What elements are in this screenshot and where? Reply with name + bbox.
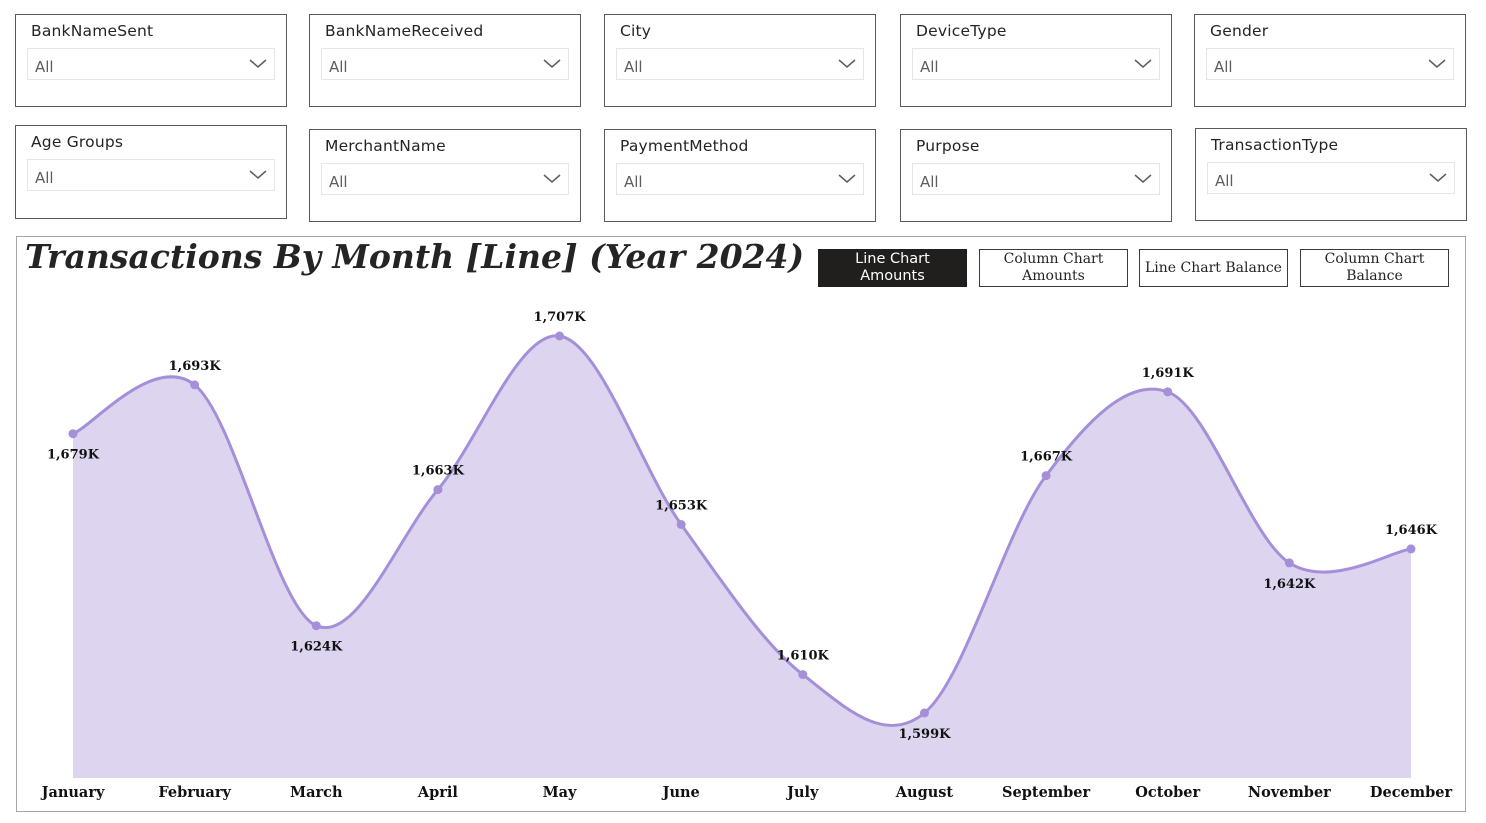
gender-dropdown[interactable]: All: [1206, 48, 1454, 80]
data-label-june: 1,653K: [655, 499, 708, 514]
dropdown-value: All: [1214, 58, 1233, 76]
slicer-merchant-name: MerchantName All: [309, 129, 581, 222]
bank-name-sent-dropdown[interactable]: All: [27, 48, 275, 80]
line-chart: 1,679K January 1,693K February 1,624K March 1,…: [40, 310, 1453, 801]
slicer-payment-method: PaymentMethod All: [604, 129, 876, 222]
line-chart-amounts-button[interactable]: Line Chart Amounts: [818, 249, 967, 287]
dropdown-value: All: [920, 58, 939, 76]
x-tick-label-june: June: [661, 784, 700, 801]
slicer-title: Gender: [1210, 22, 1269, 40]
data-point-february[interactable]: [190, 380, 200, 390]
slicer-purpose: Purpose All: [900, 129, 1172, 222]
dropdown-value: All: [35, 169, 54, 187]
chevron-down-icon: [249, 170, 267, 179]
data-label-july: 1,610K: [777, 649, 830, 664]
slicer-city: City All: [604, 14, 876, 107]
data-point-october[interactable]: [1163, 387, 1173, 397]
x-tick-label-september: September: [1002, 784, 1090, 801]
x-tick-label-february: February: [158, 784, 231, 801]
x-tick-label-october: October: [1135, 784, 1200, 801]
dropdown-value: All: [329, 58, 348, 76]
dropdown-value: All: [1215, 172, 1234, 190]
device-type-dropdown[interactable]: All: [912, 48, 1160, 80]
data-label-august: 1,599K: [898, 727, 951, 742]
x-tick-label-may: May: [543, 784, 577, 801]
slicer-transaction-type: TransactionType All: [1195, 128, 1467, 221]
age-groups-dropdown[interactable]: All: [27, 159, 275, 191]
chevron-down-icon: [543, 174, 561, 183]
data-label-november: 1,642K: [1263, 577, 1316, 592]
column-chart-balance-button[interactable]: Column Chart Balance: [1300, 249, 1449, 287]
slicer-title: Age Groups: [31, 133, 124, 151]
x-tick-label-december: December: [1370, 784, 1453, 801]
data-point-september[interactable]: [1041, 471, 1051, 481]
slicer-title: PaymentMethod: [620, 137, 749, 155]
bank-name-received-dropdown[interactable]: All: [321, 48, 569, 80]
data-label-september: 1,667K: [1020, 450, 1073, 465]
line-chart-balance-button[interactable]: Line Chart Balance: [1139, 249, 1288, 287]
chevron-down-icon: [1428, 59, 1446, 68]
data-label-april: 1,663K: [412, 464, 465, 479]
slicer-title: City: [620, 22, 652, 40]
data-label-december: 1,646K: [1385, 523, 1438, 538]
chevron-down-icon: [1134, 174, 1152, 183]
slicer-title: TransactionType: [1211, 136, 1339, 154]
data-point-july[interactable]: [798, 670, 808, 680]
slicer-title: DeviceType: [916, 22, 1007, 40]
data-label-may: 1,707K: [534, 310, 587, 325]
series-area: [73, 335, 1411, 778]
data-point-march[interactable]: [311, 621, 321, 631]
slicer-device-type: DeviceType All: [900, 14, 1172, 107]
chevron-down-icon: [543, 59, 561, 68]
dropdown-value: All: [35, 58, 54, 76]
slicer-title: Purpose: [916, 137, 980, 155]
button-label: Column Chart Balance: [1324, 251, 1425, 284]
chevron-down-icon: [838, 174, 856, 183]
button-label: Column Chart Amounts: [1003, 251, 1104, 284]
data-label-january: 1,679K: [47, 448, 100, 463]
x-tick-label-july: July: [785, 784, 819, 801]
chevron-down-icon: [1429, 173, 1447, 182]
data-point-april[interactable]: [433, 485, 443, 495]
data-label-october: 1,691K: [1142, 366, 1195, 381]
data-point-may[interactable]: [555, 331, 565, 341]
data-point-june[interactable]: [676, 520, 686, 529]
slicer-title: MerchantName: [325, 137, 446, 155]
x-tick-label-march: March: [290, 784, 343, 801]
merchant-name-dropdown[interactable]: All: [321, 163, 569, 195]
chevron-down-icon: [838, 59, 856, 68]
x-tick-label-january: January: [40, 784, 105, 801]
dropdown-value: All: [624, 173, 643, 191]
slicer-gender: Gender All: [1194, 14, 1466, 107]
button-label: Line Chart Amounts: [855, 251, 930, 284]
slicer-bank-name-sent: BankNameSent All: [15, 14, 287, 107]
purpose-dropdown[interactable]: All: [912, 163, 1160, 195]
chart-panel: Transactions By Month [Line] (Year 2024)…: [16, 236, 1466, 812]
data-point-january[interactable]: [68, 429, 78, 439]
transaction-type-dropdown[interactable]: All: [1207, 162, 1455, 194]
data-label-march: 1,624K: [290, 640, 343, 655]
button-label: Line Chart Balance: [1145, 259, 1282, 276]
chevron-down-icon: [249, 59, 267, 68]
column-chart-amounts-button[interactable]: Column Chart Amounts: [979, 249, 1128, 287]
x-tick-label-april: April: [417, 784, 459, 801]
data-point-november[interactable]: [1284, 558, 1294, 568]
dropdown-value: All: [329, 173, 348, 191]
chart-title: Transactions By Month [Line] (Year 2024): [25, 237, 805, 276]
city-dropdown[interactable]: All: [616, 48, 864, 80]
x-tick-label-november: November: [1248, 784, 1331, 801]
slicer-title: BankNameSent: [31, 22, 154, 40]
dropdown-value: All: [624, 58, 643, 76]
payment-method-dropdown[interactable]: All: [616, 163, 864, 195]
data-point-december[interactable]: [1406, 544, 1416, 554]
data-label-february: 1,693K: [169, 359, 222, 374]
data-point-august[interactable]: [919, 708, 929, 718]
slicer-title: BankNameReceived: [325, 22, 484, 40]
x-tick-label-august: August: [895, 784, 954, 801]
chevron-down-icon: [1134, 59, 1152, 68]
slicer-bank-name-received: BankNameReceived All: [309, 14, 581, 107]
dropdown-value: All: [920, 173, 939, 191]
slicer-age-groups: Age Groups All: [15, 125, 287, 219]
